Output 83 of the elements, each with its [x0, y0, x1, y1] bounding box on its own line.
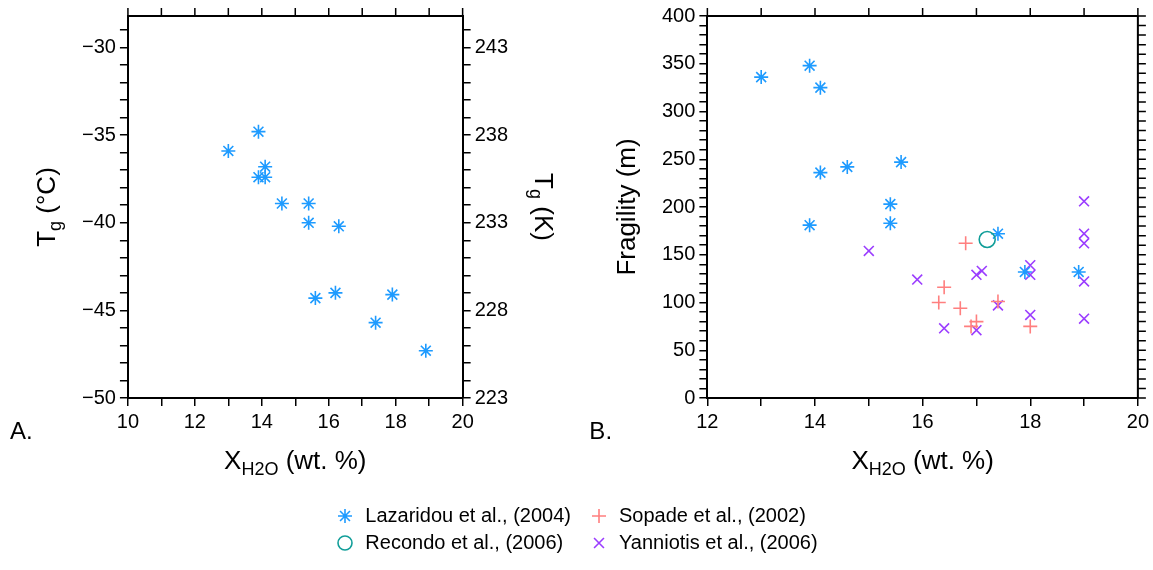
x-tick-label: 12: [696, 409, 719, 432]
point: [992, 299, 1004, 312]
point: [330, 218, 347, 235]
point: [970, 324, 983, 336]
point: [307, 290, 324, 306]
point: [384, 286, 401, 303]
y2-tick-label: 243: [474, 35, 509, 58]
y-axis-title: Fragility (m): [610, 138, 641, 276]
y2-tick-label: 233: [474, 210, 509, 233]
point: [839, 159, 856, 175]
text: A.: [9, 416, 33, 444]
y-tick-label: −45: [81, 297, 116, 320]
y2-tick-label: 238: [474, 122, 509, 145]
y-tick-label: 150: [661, 242, 696, 265]
point: [367, 314, 384, 331]
point: [274, 195, 290, 212]
point: [976, 265, 988, 277]
point: [300, 214, 317, 231]
point: [327, 285, 344, 301]
y-tick-label: 250: [661, 146, 696, 169]
y-tick-label: −50: [81, 385, 116, 408]
y2-tick-label: 223: [474, 385, 509, 408]
point: [957, 235, 974, 252]
point: [968, 313, 985, 330]
y-tick-label: 400: [661, 3, 696, 26]
x-tick-label: 14: [803, 409, 827, 432]
x-tick-label: 18: [384, 409, 407, 432]
legend-label: Yanniotis et al., (2006): [619, 531, 818, 554]
point: [990, 293, 1006, 310]
point: [801, 217, 818, 233]
point: [1078, 275, 1090, 288]
y-tick-label: 350: [661, 51, 696, 74]
point: [990, 225, 1006, 242]
x-tick-label: 20: [1126, 409, 1149, 432]
x-tick-label: 20: [451, 409, 474, 432]
y-tick-label: 100: [661, 290, 696, 313]
y-tick-label: 200: [661, 194, 696, 217]
x-tick-label: 10: [116, 409, 140, 432]
point: [300, 195, 317, 212]
y-axis-title: Tg (°C): [31, 167, 65, 247]
point: [257, 169, 273, 186]
y-tick-label: 300: [661, 99, 696, 122]
point: [893, 154, 909, 170]
point: [753, 69, 769, 85]
point: [418, 342, 434, 359]
point: [863, 245, 875, 257]
y-tick-label: −40: [81, 210, 116, 233]
point: [1078, 195, 1090, 208]
legend-label: Sopade et al., (2002): [619, 504, 806, 527]
legend-label: Lazaridou et al., (2004): [365, 504, 572, 527]
point: [257, 158, 273, 175]
point: [1024, 309, 1036, 321]
legend-label: Recondo et al., (2006): [365, 531, 564, 554]
x-tick-label: 12: [183, 409, 206, 432]
y-tick-label: 0: [684, 385, 696, 408]
point: [882, 215, 899, 232]
point: [812, 164, 829, 181]
point: [812, 79, 829, 96]
y-tick-label: −30: [81, 35, 116, 58]
point: [930, 294, 947, 311]
x-tick-label: 18: [1019, 409, 1042, 432]
point: [970, 269, 983, 281]
point: [1078, 312, 1090, 325]
point: [250, 123, 267, 140]
point: [952, 300, 969, 317]
point: [1070, 264, 1087, 280]
point: [936, 279, 952, 296]
text: B.: [589, 416, 613, 444]
point: [882, 196, 899, 212]
point: [801, 57, 818, 74]
point: [220, 143, 237, 159]
x-tick-label: 16: [317, 409, 340, 432]
y2-tick-label: 228: [474, 297, 509, 320]
y2-axis-title: Tg (K): [525, 173, 560, 241]
point: [911, 273, 923, 286]
point: [963, 318, 979, 335]
point: [938, 322, 950, 335]
point: [978, 230, 996, 249]
y-tick-label: −35: [81, 122, 116, 145]
point: [1022, 318, 1039, 335]
x-tick-label: 16: [911, 409, 934, 432]
x-tick-label: 14: [250, 409, 273, 432]
y-tick-label: 50: [673, 337, 696, 360]
